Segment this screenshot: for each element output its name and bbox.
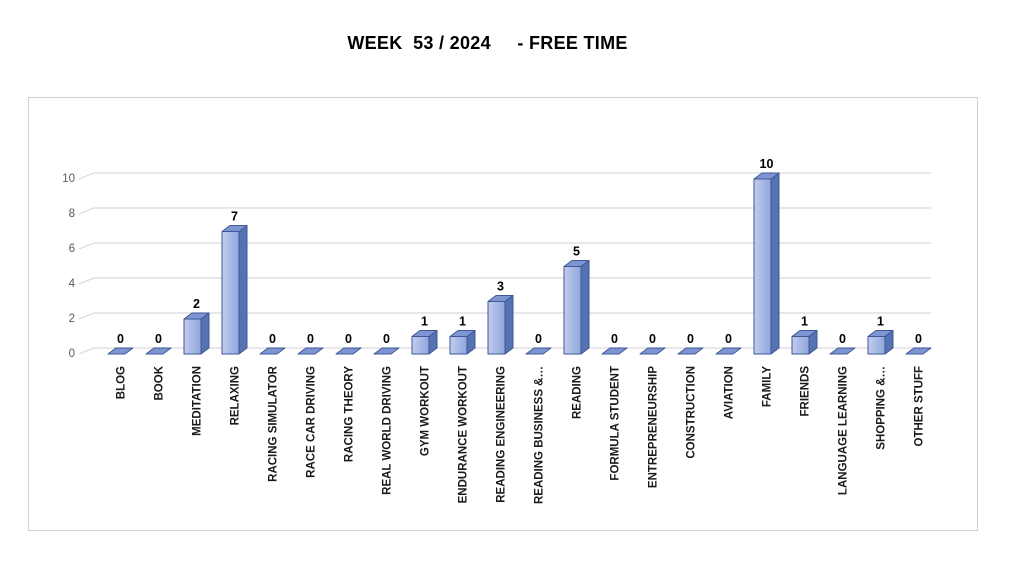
category-label: GYM WORKOUT: [420, 366, 432, 456]
bar-zero-slab: [107, 347, 134, 355]
gridline: [78, 207, 931, 215]
bar-front-face: [563, 266, 582, 355]
category-label: RACING THEORY: [344, 366, 356, 462]
gridline: [78, 312, 931, 320]
gridline: [78, 242, 931, 250]
category-label: SHOPPING &…: [876, 366, 888, 450]
bar-value-label: 7: [231, 210, 238, 224]
bar-front-face: [221, 231, 240, 355]
bar-zero-slab: [335, 347, 362, 355]
bar-value-label: 1: [459, 315, 466, 329]
y-tick-label: 6: [69, 243, 75, 255]
bar-value-label: 5: [573, 245, 580, 259]
category-label: AVIATION: [724, 366, 736, 419]
bar-zero-slab: [639, 347, 666, 355]
bar-front-face: [753, 178, 772, 355]
bar-value-label: 0: [687, 332, 694, 346]
category-label: CONSTRUCTION: [686, 366, 698, 459]
bar-side-face: [238, 225, 248, 355]
category-label: BLOG: [116, 366, 128, 399]
y-tick-label: 10: [62, 173, 75, 185]
category-label: BOOK: [154, 365, 166, 400]
y-tick-label: 4: [69, 278, 76, 290]
bar-value-label: 0: [345, 332, 352, 346]
bar-side-face: [200, 312, 210, 355]
bar-value-label: 0: [649, 332, 656, 346]
y-tick-label: 8: [69, 208, 75, 220]
category-label: ENTREPRENEURSHIP: [648, 366, 660, 488]
bar-value-label: 1: [421, 315, 428, 329]
bar-zero-slab: [601, 347, 628, 355]
bar-front-face: [867, 336, 886, 355]
category-label: RELAXING: [230, 366, 242, 425]
bar-zero-slab: [373, 347, 400, 355]
bar-zero-slab: [829, 347, 856, 355]
y-tick-label: 2: [69, 313, 75, 325]
bar-value-label: 0: [611, 332, 618, 346]
category-label: FORMULA STUDENT: [610, 366, 622, 481]
category-label: ENDURANCE WORKOUT: [458, 366, 470, 503]
bar-front-face: [183, 318, 202, 355]
category-label: RACE CAR DRIVING: [306, 366, 318, 478]
bar-value-label: 0: [535, 332, 542, 346]
bar-front-face: [449, 336, 468, 355]
bar-value-label: 1: [801, 315, 808, 329]
bar-zero-slab: [677, 347, 704, 355]
bar-value-label: 0: [383, 332, 390, 346]
bar-side-face: [504, 295, 514, 355]
category-label: FAMILY: [762, 366, 774, 407]
bar-front-face: [487, 301, 506, 355]
chart-frame: 0 2 4 6 8 10 0 BLOG 0 BOOK 2 MEDITATION 7 RELAXING 0 RA…: [28, 97, 978, 531]
category-label: READING: [572, 366, 584, 419]
y-tick-label: 0: [69, 348, 75, 360]
bar-value-label: 2: [193, 297, 200, 311]
category-label: READING ENGINEERING: [496, 366, 508, 503]
category-label: REAL WORLD DRIVING: [382, 366, 394, 495]
bar-zero-slab: [145, 347, 172, 355]
bar-side-face: [580, 260, 590, 355]
bar-value-label: 0: [307, 332, 314, 346]
bar-value-label: 0: [269, 332, 276, 346]
bar-value-label: 1: [877, 315, 884, 329]
gridline: [78, 172, 931, 180]
category-label: RACING SIMULATOR: [268, 365, 280, 482]
bar-value-label: 0: [117, 332, 124, 346]
chart-canvas: 02468100BLOG0BOOK2MEDITATION7RELAXING0RA…: [62, 157, 932, 504]
bar-zero-slab: [259, 347, 286, 355]
bar-value-label: 3: [497, 280, 504, 294]
category-label: READING BUSINESS &…: [534, 366, 546, 504]
bar-value-label: 10: [760, 157, 774, 171]
bar-zero-slab: [905, 347, 932, 355]
bar-side-face: [770, 172, 780, 355]
bar-zero-slab: [715, 347, 742, 355]
category-label: LANGUAGE LEARNING: [838, 366, 850, 495]
bar-zero-slab: [297, 347, 324, 355]
category-label: FRIENDS: [800, 366, 812, 417]
bar-front-face: [791, 336, 810, 355]
bar-value-label: 0: [725, 332, 732, 346]
bar-value-label: 0: [155, 332, 162, 346]
gridline: [78, 277, 931, 285]
category-label: OTHER STUFF: [914, 366, 926, 447]
bar-value-label: 0: [839, 332, 846, 346]
bar-zero-slab: [525, 347, 552, 355]
bar-front-face: [411, 336, 430, 355]
chart-title: WEEK 53 / 2024 - FREE TIME: [347, 33, 628, 53]
bar-value-label: 0: [915, 332, 922, 346]
category-label: MEDITATION: [192, 366, 204, 436]
